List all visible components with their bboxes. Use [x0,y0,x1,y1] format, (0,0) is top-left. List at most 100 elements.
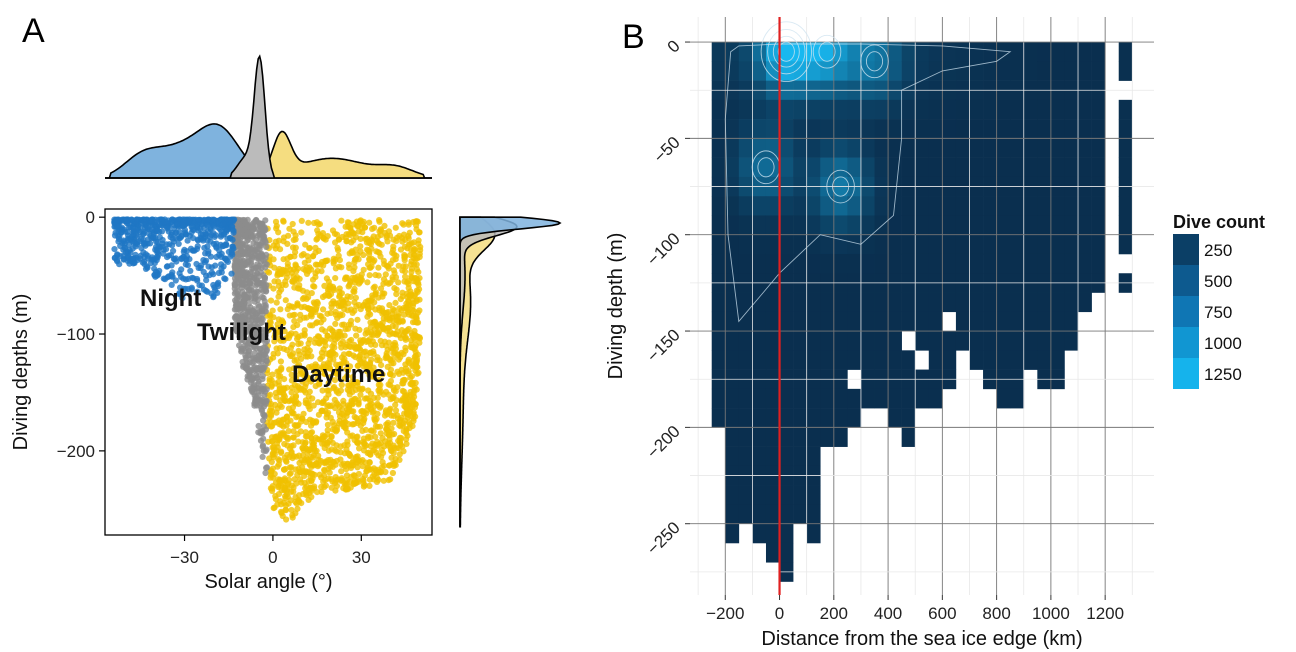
data-point [232,297,239,304]
data-point [220,242,227,249]
data-point [375,387,382,394]
data-point [126,260,133,267]
data-point [345,450,352,457]
data-point [214,289,221,296]
data-point [262,400,269,407]
data-point [269,408,276,415]
heatmap-cell [793,215,807,236]
heatmap-cell [1091,42,1106,62]
heatmap-cell [1010,331,1025,351]
data-point [302,429,309,436]
x-tick-label: 400 [874,604,902,623]
data-point [309,439,316,446]
data-point [383,262,390,269]
heatmap-cell [738,234,753,255]
data-point [343,365,350,373]
data-point [282,465,289,473]
heatmap-cell [1050,215,1065,236]
heatmap-cell [860,119,875,139]
data-point [392,401,399,408]
data-point [228,223,235,230]
heatmap-cell [928,157,943,178]
data-point [158,228,166,235]
data-point [338,344,345,351]
heatmap-cell [779,42,794,62]
heatmap-cell [833,388,848,409]
heatmap-cell [833,408,848,428]
heatmap-cell [983,99,997,120]
data-point [372,341,379,348]
data-point [345,300,352,307]
data-point [334,244,341,251]
heatmap-cell [996,61,1011,81]
heatmap-cell [779,331,794,351]
heatmap-cell [752,485,767,505]
data-point [413,298,420,305]
data-point [178,255,185,262]
data-point [231,275,239,282]
data-point [240,216,247,224]
heatmap-cell [888,234,902,255]
data-point [235,318,242,326]
x-tick-label: 0 [268,548,277,567]
heatmap-cell [752,408,767,428]
heatmap-cell [1091,215,1106,236]
x-tick-label: 800 [982,604,1010,623]
heatmap-cell [996,42,1011,62]
data-point [278,449,285,456]
data-point [306,388,313,395]
heatmap-cell [928,61,943,81]
data-point [259,428,266,435]
data-point [284,413,291,420]
data-point [163,219,170,226]
data-point [417,243,424,251]
heatmap-cell [928,350,943,370]
heatmap-cell [752,215,767,236]
heatmap-cell [738,196,753,216]
data-point [267,297,275,304]
data-point [332,351,339,358]
heatmap-cell [1023,350,1038,370]
data-point [311,368,318,375]
heatmap-cell [738,350,753,370]
data-point [285,232,292,239]
data-point [396,305,403,312]
data-point [171,225,178,232]
heatmap-cell [1023,311,1038,332]
data-point [278,364,285,371]
data-point [405,370,412,377]
data-point [324,427,331,434]
data-point [333,231,341,238]
data-point [392,455,399,462]
heatmap-cell [1023,138,1038,158]
heatmap-cell [793,196,807,216]
data-point [396,232,403,240]
data-point [389,276,396,283]
heatmap-cell [765,427,780,447]
data-point [231,314,238,321]
heatmap-cell [779,196,794,216]
legend-swatch [1173,296,1199,327]
heatmap-cell [1050,61,1065,81]
data-point [360,438,367,445]
heatmap-cell [752,388,767,409]
data-point [210,271,217,278]
y-tick-label: −50 [650,133,684,167]
heatmap-cell [793,234,807,255]
data-point [300,266,307,273]
heatmap-cell [711,157,726,178]
contour-line [818,41,836,62]
data-point [252,342,259,350]
heatmap-cell [752,446,767,467]
data-point [184,237,191,244]
data-point [346,265,353,272]
heatmap-cell [820,42,835,62]
data-point [396,451,403,458]
heatmap-cell [847,388,862,409]
heatmap-cell [1010,292,1025,313]
legend-label: 1250 [1204,365,1242,384]
heatmap-cell [847,234,862,255]
data-point [356,353,363,360]
data-point [402,329,409,336]
